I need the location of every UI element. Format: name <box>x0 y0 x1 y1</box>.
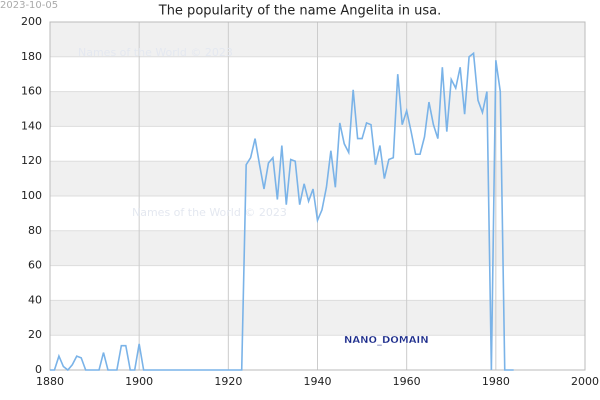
x-tick-label: 1940 <box>304 375 332 388</box>
chart-title: The popularity of the name Angelita in u… <box>158 4 442 19</box>
watermark: Names of the World © 2023 <box>78 46 233 59</box>
y-tick-label: 140 <box>21 119 42 132</box>
x-tick-label: 1980 <box>482 375 510 388</box>
line <box>50 51 514 372</box>
y-tick-label: 180 <box>21 50 42 63</box>
y-tick-label: 100 <box>21 189 42 202</box>
y-tick-label: 40 <box>28 293 42 306</box>
y-tick-label: 60 <box>28 259 42 272</box>
plot-frame <box>49 21 586 371</box>
x-tick-label: 1960 <box>393 375 421 388</box>
x-tick-label: 1880 <box>36 375 64 388</box>
y-tick-label: 80 <box>28 224 42 237</box>
y-tick-label: 160 <box>21 85 42 98</box>
x-tick-label: 1900 <box>125 375 153 388</box>
date-stamp: 2023-10-05 <box>0 0 58 11</box>
y-tick-label: 0 <box>35 363 42 376</box>
watermark: NANO_DOMAIN <box>344 335 429 346</box>
y-tick-label: 120 <box>21 154 42 167</box>
watermark: Names of the World © 2023 <box>132 206 287 219</box>
y-tick-label: 20 <box>28 328 42 341</box>
x-tick-label: 2000 <box>571 375 599 388</box>
x-tick-label: 1920 <box>214 375 242 388</box>
y-tick-label: 200 <box>21 15 42 28</box>
